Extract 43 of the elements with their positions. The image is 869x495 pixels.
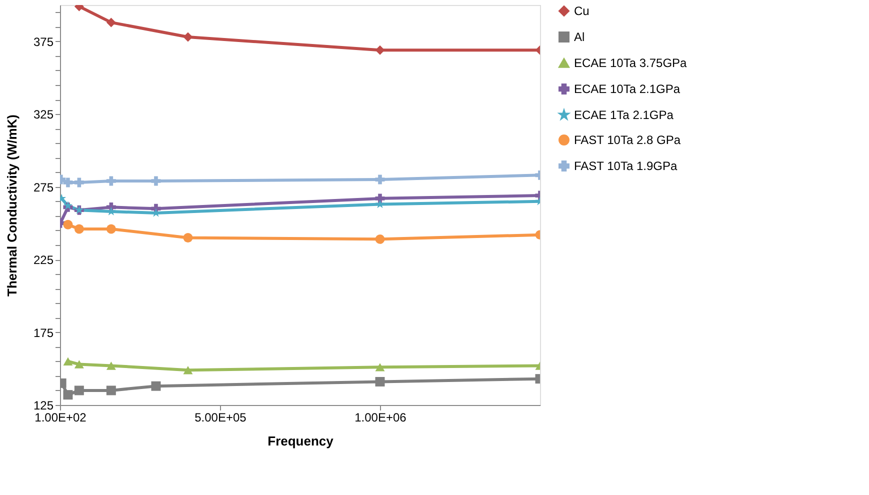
- point: [375, 194, 385, 204]
- point: [74, 360, 84, 368]
- x-axis-title: Frequency: [268, 434, 334, 448]
- y-tick-label: 225: [33, 253, 54, 268]
- point: [63, 178, 73, 188]
- point: [183, 232, 193, 242]
- point: [375, 200, 384, 208]
- point: [375, 363, 385, 372]
- x-tick-label: 1.00E+06: [354, 410, 407, 424]
- point: [74, 178, 84, 188]
- point: [183, 32, 193, 42]
- y-axis-title: Thermal Conductivity (W/mK): [4, 114, 20, 297]
- point: [63, 357, 73, 366]
- legend-label: ECAE 10Ta 3.75GPa: [574, 56, 688, 70]
- point: [106, 386, 116, 396]
- legend-label: Al: [574, 30, 585, 44]
- point: [375, 234, 385, 244]
- point: [151, 176, 161, 186]
- y-tick-label: 275: [33, 180, 54, 194]
- legend-label: ECAE 10Ta 2.1GPa: [574, 82, 680, 96]
- point: [151, 381, 161, 391]
- point: [63, 220, 73, 230]
- y-tick-label: 125: [33, 398, 54, 412]
- legend-label: ECAE 1Ta 2.1GPa: [574, 108, 674, 122]
- point: [106, 18, 116, 28]
- legend-label: Cu: [574, 4, 590, 18]
- point: [63, 390, 73, 400]
- point: [74, 386, 84, 396]
- x-tick-label: 5.00E+05: [194, 410, 247, 424]
- legend-label: FAST 10Ta 2.8 GPa: [574, 133, 681, 147]
- point: [106, 176, 116, 186]
- legend-label: FAST 10Ta 1.9GPa: [574, 159, 678, 173]
- point: [183, 366, 193, 374]
- x-tick-label: 1.00E+02: [34, 410, 87, 424]
- point: [375, 174, 385, 184]
- point: [106, 224, 116, 234]
- point: [375, 45, 385, 55]
- point: [106, 362, 116, 370]
- y-tick-label: 325: [33, 108, 54, 122]
- point: [375, 376, 385, 386]
- y-tick-label: 175: [33, 326, 54, 340]
- point: [74, 224, 84, 234]
- y-tick-label: 375: [33, 34, 54, 49]
